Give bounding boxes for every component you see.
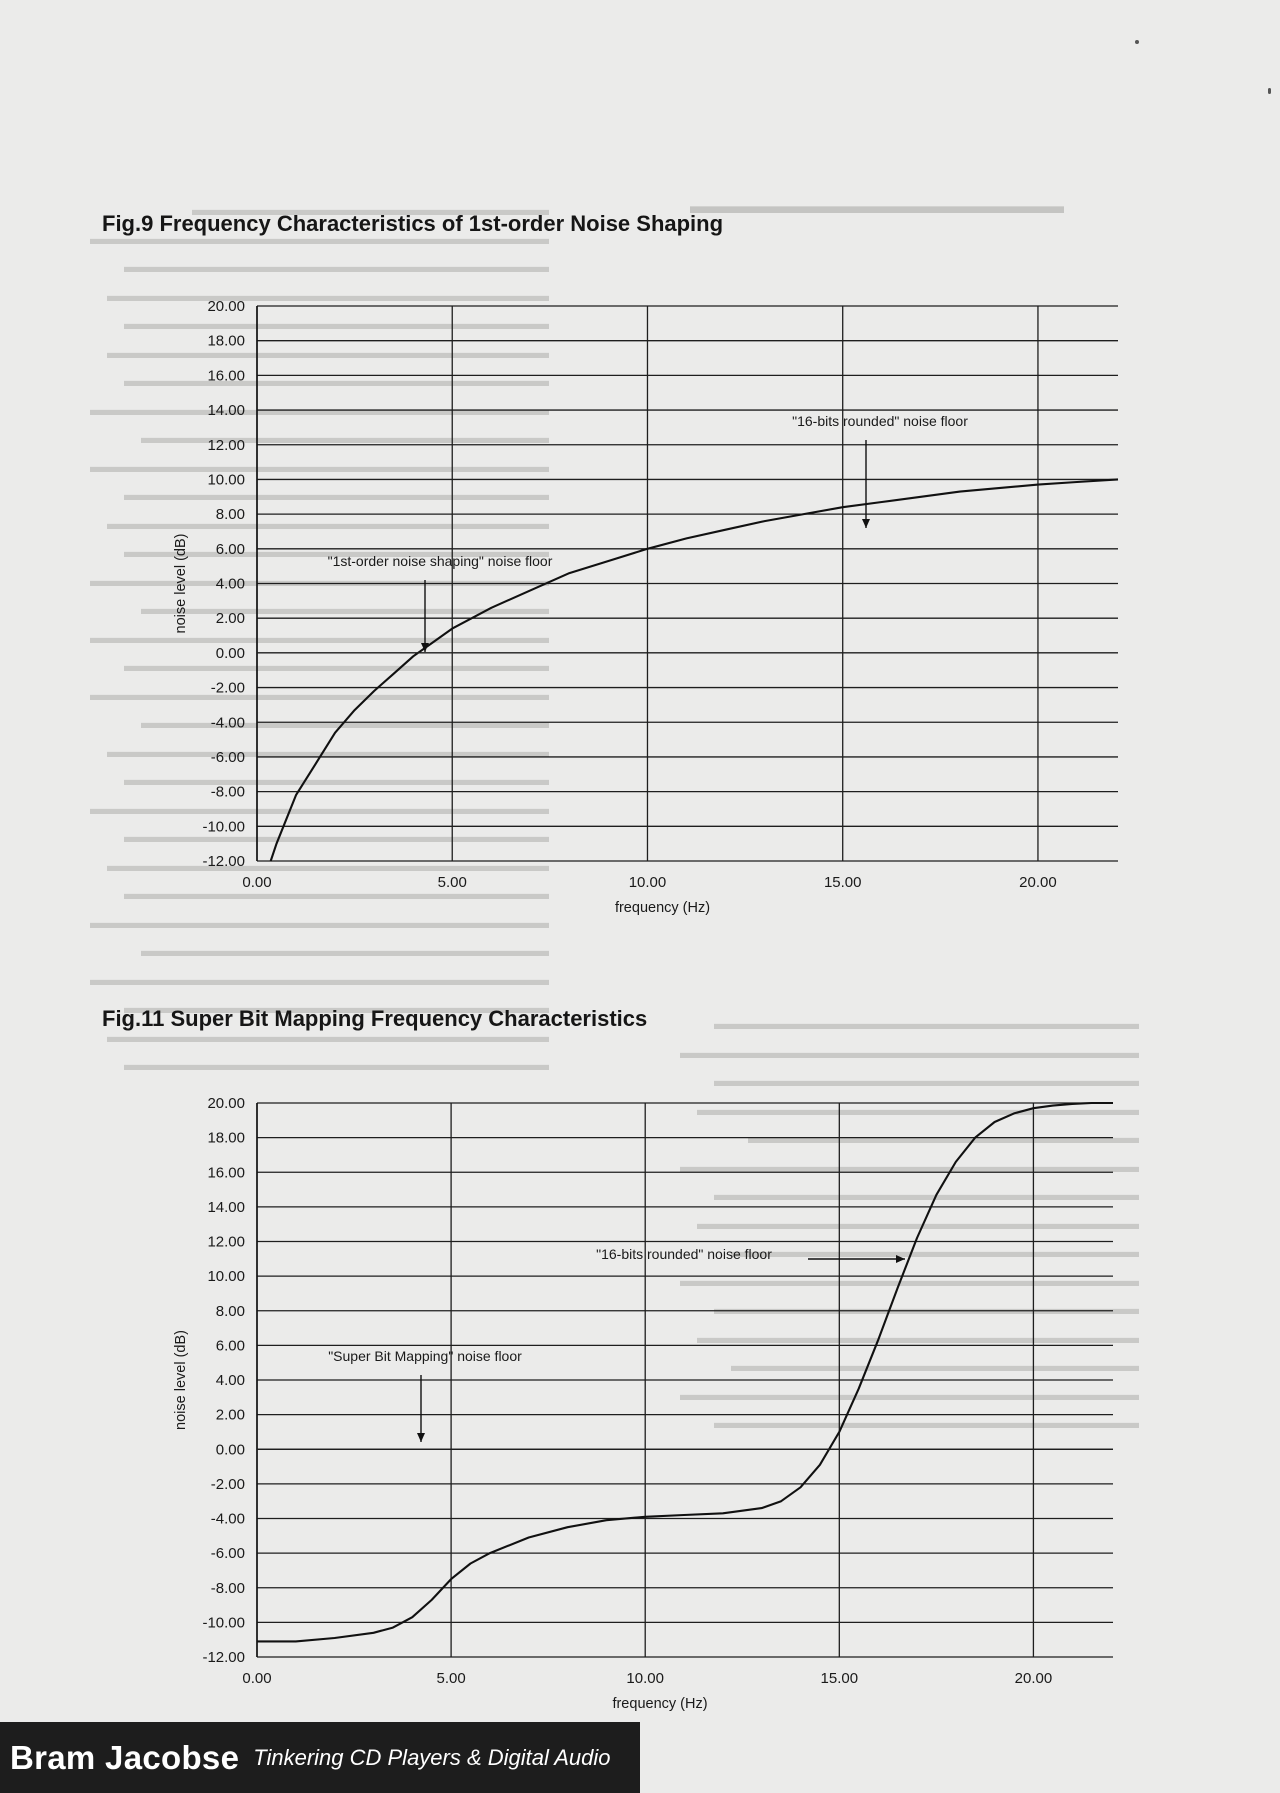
y-tick-label: 20.00 <box>207 298 245 315</box>
x-tick-label: 0.00 <box>242 874 271 891</box>
x-tick-label: 0.00 <box>242 1670 271 1687</box>
x-tick-label: 5.00 <box>437 1670 466 1687</box>
fig9-axes: -12.00 -10.00 -8.00 -6.00 -4.00 -2.00 0.00 2.00… <box>173 298 1057 916</box>
y-tick-label: 4.00 <box>216 1372 245 1389</box>
fig9-series <box>257 478 1119 862</box>
fig11-annotations: "16-bits rounded" noise floor "Super Bit … <box>328 1246 905 1442</box>
y-tick-label: -8.00 <box>211 1580 245 1597</box>
y-tick-label: -10.00 <box>202 818 245 835</box>
y-tick-label: 18.00 <box>207 333 245 350</box>
scan-speck <box>1268 88 1271 94</box>
x-tick-label: 5.00 <box>438 874 467 891</box>
annotation-label: "16-bits rounded" noise floor <box>792 413 968 429</box>
annotation-label: "1st-order noise shaping" noise floor <box>328 553 553 569</box>
y-tick-label: 6.00 <box>216 541 245 558</box>
y-tick-label: -6.00 <box>211 749 245 766</box>
fig11-title: Fig.11 Super Bit Mapping Frequency Chara… <box>102 1006 648 1031</box>
book-title: Tinkering CD Players & Digital Audio <box>253 1744 611 1770</box>
y-tick-label: 12.00 <box>207 437 245 454</box>
annotation-arrow-head <box>421 643 429 652</box>
y-tick-label: -4.00 <box>211 1511 245 1528</box>
fig9-annotations: "16-bits rounded" noise floor "1st-order … <box>328 413 968 652</box>
y-tick-label: 2.00 <box>216 1407 245 1424</box>
annotation-arrow-head <box>417 1433 425 1442</box>
x-tick-label: 15.00 <box>821 1670 859 1687</box>
x-tick-label: 15.00 <box>824 874 862 891</box>
fig11-axes: -12.00 -10.00 -8.00 -6.00 -4.00 -2.00 0.00 2.00… <box>173 1095 1052 1712</box>
y-tick-label: -2.00 <box>211 680 245 697</box>
noise-curve-line <box>257 1101 1113 1643</box>
y-axis-label: noise level (dB) <box>173 1330 189 1430</box>
y-tick-label: 20.00 <box>207 1095 245 1112</box>
y-tick-label: 2.00 <box>216 610 245 627</box>
y-axis-label: noise level (dB) <box>173 534 189 634</box>
y-tick-label: 16.00 <box>207 367 245 384</box>
y-tick-label: 8.00 <box>216 506 245 523</box>
y-tick-label: 12.00 <box>207 1234 245 1251</box>
y-tick-label: 0.00 <box>216 1441 245 1458</box>
noise-curve-line <box>269 478 1119 862</box>
x-axis-label: frequency (Hz) <box>615 900 710 916</box>
y-tick-label: -2.00 <box>211 1476 245 1493</box>
y-tick-label: 8.00 <box>216 1303 245 1320</box>
y-tick-label: 6.00 <box>216 1337 245 1354</box>
y-tick-label: 14.00 <box>207 1199 245 1216</box>
y-tick-label: -8.00 <box>211 784 245 801</box>
y-tick-label: 18.00 <box>207 1130 245 1147</box>
x-tick-label: 10.00 <box>626 1670 664 1687</box>
author-name: Bram Jacobse <box>10 1738 240 1776</box>
y-tick-label: 4.00 <box>216 576 245 593</box>
y-tick-label: 14.00 <box>207 402 245 419</box>
y-tick-label: -12.00 <box>202 1649 245 1666</box>
annotation-label: "16-bits rounded" noise floor <box>596 1246 772 1262</box>
y-tick-label: -4.00 <box>211 714 245 731</box>
x-tick-label: 20.00 <box>1019 874 1057 891</box>
y-tick-label: -10.00 <box>202 1614 245 1631</box>
y-tick-label: 0.00 <box>216 645 245 662</box>
fig11-chart: -12.00 -10.00 -8.00 -6.00 -4.00 -2.00 0.00 2.00… <box>173 1095 1113 1712</box>
fig9-chart: -12.00 -10.00 -8.00 -6.00 -4.00 -2.00 0.00 2.00… <box>173 298 1119 916</box>
y-tick-label: -12.00 <box>202 853 245 870</box>
fig9-title: Fig.9 Frequency Characteristics of 1st-o… <box>102 211 724 236</box>
fig11-series <box>257 1101 1113 1643</box>
y-tick-label: -6.00 <box>211 1545 245 1562</box>
annotation-arrow-head <box>862 519 870 528</box>
x-tick-label: 20.00 <box>1015 1670 1053 1687</box>
fig11-grid <box>256 1102 1113 1658</box>
annotation-arrow-head <box>896 1255 905 1263</box>
y-tick-label: 10.00 <box>207 1268 245 1285</box>
annotation-label: "Super Bit Mapping" noise floor <box>328 1348 522 1364</box>
y-tick-label: 16.00 <box>207 1164 245 1181</box>
scan-speck <box>1135 40 1139 44</box>
footer-banner: Bram Jacobse Tinkering CD Players & Digi… <box>0 1722 640 1793</box>
y-tick-label: 10.00 <box>207 471 245 488</box>
x-axis-label: frequency (Hz) <box>612 1696 707 1712</box>
x-tick-label: 10.00 <box>629 874 667 891</box>
